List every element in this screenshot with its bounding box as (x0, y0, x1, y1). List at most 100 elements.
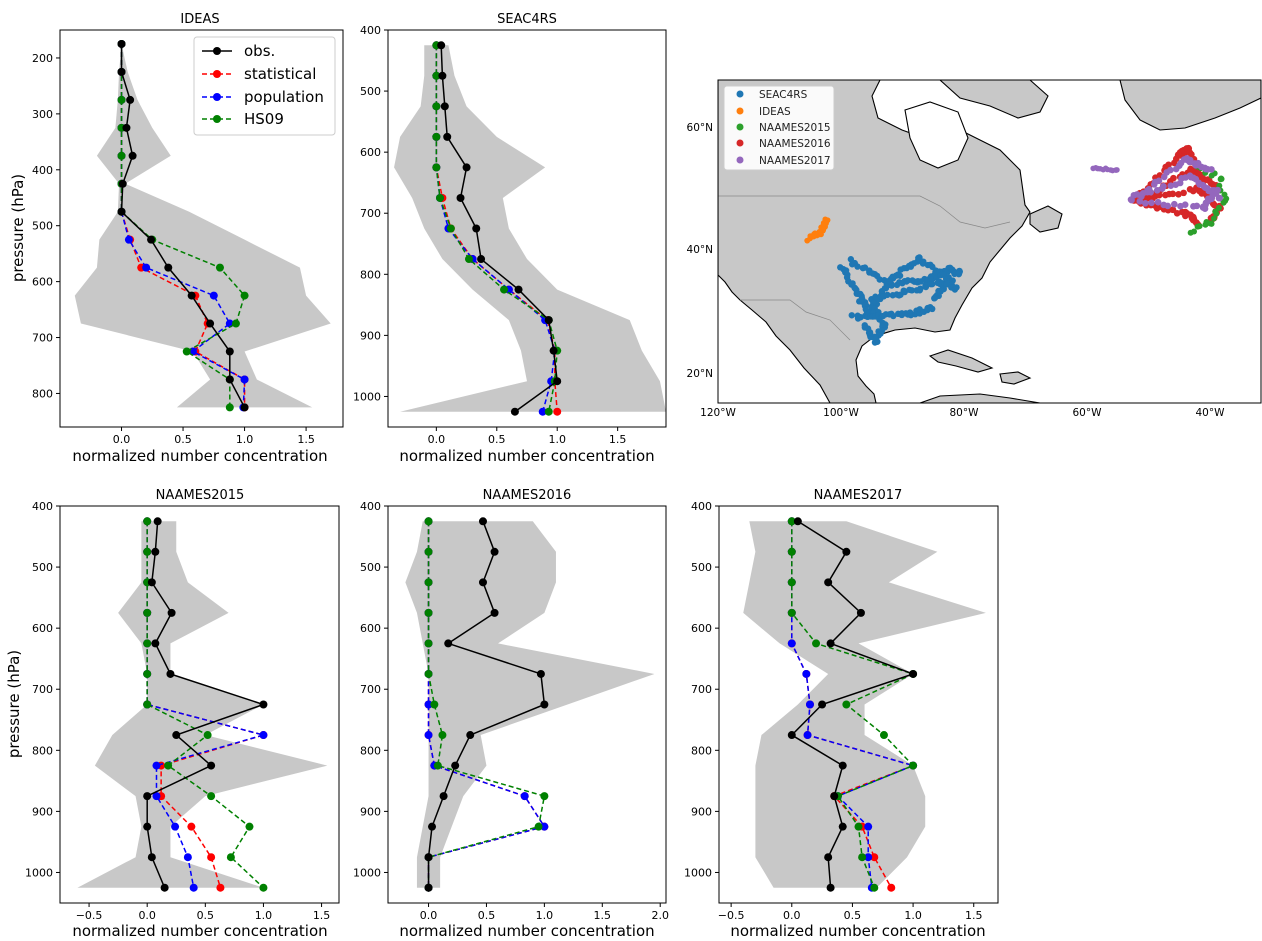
flight-tracks (804, 144, 1230, 346)
x-tick-label: 0.0 (428, 433, 446, 446)
track-point-naames2017 (1208, 166, 1215, 173)
y-tick-label: 800 (32, 387, 53, 400)
y-tick-label: 1000 (353, 866, 381, 879)
map-legend-entry-seac4rs: SEAC4RS (736, 89, 808, 101)
data-point-population (802, 669, 811, 678)
y-axis-label: pressure (hPa) (5, 650, 23, 758)
data-point-obs (160, 883, 169, 892)
map-legend-marker (736, 107, 744, 115)
data-point-obs (225, 347, 234, 356)
data-point-obs (826, 639, 835, 648)
y-tick-label: 500 (691, 561, 712, 574)
y-tick-label: 600 (360, 146, 381, 159)
y-tick-label: 600 (32, 276, 53, 289)
map-legend: SEAC4RS IDEAS NAAMES2015 NAAMES2016 NAAM… (723, 85, 835, 171)
map-legend-marker (736, 90, 744, 98)
x-axis-label: normalized number concentration (399, 922, 654, 940)
data-point-hs09 (432, 163, 441, 172)
track-point-naames2017 (1193, 202, 1201, 210)
track-point-seac4rs (847, 256, 855, 263)
data-point-hs09 (500, 285, 509, 294)
y-tick-label: 700 (360, 683, 381, 696)
map-tick-lon: 40°W (1196, 407, 1226, 419)
hispaniola (999, 371, 1032, 385)
data-point-hs09 (544, 407, 553, 416)
map-legend-entry-naames2017: NAAMES2017 (736, 155, 831, 167)
data-point-obs (240, 403, 249, 412)
map-legend-label: NAAMES2015 (759, 122, 831, 134)
data-point-obs (147, 578, 156, 587)
map-tick-lon: 60°W (1073, 407, 1103, 419)
data-point-hs09 (143, 700, 152, 709)
data-point-obs (462, 163, 471, 172)
data-point-hs09 (164, 761, 173, 770)
data-point-hs09 (787, 608, 796, 617)
data-point-hs09 (879, 731, 888, 740)
track-point-naames2016 (1169, 190, 1177, 198)
data-point-obs (438, 71, 447, 80)
data-point-population (520, 792, 529, 801)
track-point-seac4rs (884, 291, 891, 299)
data-point-population (240, 375, 249, 384)
track-point-naames2017 (1167, 166, 1174, 174)
map-y-ticks: 20°N 40°N 60°N (687, 122, 713, 380)
x-tick-label: 1.5 (594, 909, 612, 922)
panel-title: NAAMES2017 (814, 488, 903, 503)
data-point-statistical (207, 853, 216, 862)
panel-seac4rs: SEAC4RS 0.0 0.5 1.0 1.5 400 500 600 700 800 900 10… (353, 12, 667, 465)
y-tick-label: 800 (691, 744, 712, 757)
track-point-naames2016 (1180, 189, 1187, 197)
data-point-obs (478, 517, 487, 526)
track-point-naames2017 (1145, 185, 1153, 193)
data-point-hs09 (231, 319, 240, 328)
track-point-seac4rs (861, 322, 868, 329)
y-tick-label: 400 (32, 164, 53, 177)
data-point-obs (787, 731, 796, 740)
panel-naames2016: NAAMES2016 0.0 0.5 1.0 1.5 2.0 400 500 600 700 80… (353, 488, 669, 940)
map-legend-marker (736, 139, 744, 147)
data-point-obs (824, 853, 833, 862)
data-point-hs09 (812, 639, 821, 648)
map-x-ticks: 120°W 100°W 80°W 60°W 40°W (700, 407, 1225, 419)
data-point-obs (428, 822, 437, 831)
track-point-seac4rs (931, 295, 938, 302)
track-point-naames2017 (1142, 200, 1149, 207)
track-point-naames2017 (1154, 198, 1162, 206)
data-point-obs (540, 700, 549, 709)
track-point-naames2017 (1171, 200, 1178, 208)
data-point-obs (466, 731, 475, 740)
data-point-population (152, 792, 161, 801)
panel-naames2017: NAAMES2017 −0.5 0.0 0.5 1.0 1.5 400 500 600 700 8… (684, 488, 999, 940)
data-point-hs09 (464, 255, 473, 264)
data-point-obs (451, 761, 460, 770)
us-canada-border (718, 195, 1011, 229)
data-point-obs (553, 377, 562, 386)
data-point-obs (472, 224, 481, 233)
data-point-hs09 (424, 547, 433, 556)
x-tick-label: 1.0 (536, 909, 554, 922)
y-tick-label: 500 (32, 561, 53, 574)
map-legend-label: NAAMES2016 (759, 138, 831, 150)
data-point-hs09 (435, 193, 444, 202)
data-point-hs09 (433, 761, 442, 770)
x-tick-label: 1.0 (255, 909, 273, 922)
y-tick-label: 500 (32, 220, 53, 233)
track-point-naames2017 (1128, 196, 1135, 204)
map-legend-entry-ideas: IDEAS (736, 106, 791, 118)
data-point-obs (444, 639, 453, 648)
data-point-obs (510, 407, 519, 416)
data-point-hs09 (143, 547, 152, 556)
track-point-naames2015 (1202, 221, 1209, 228)
variability-range (77, 521, 328, 888)
data-point-obs (824, 578, 833, 587)
track-point-seac4rs (890, 312, 897, 320)
plot-frame (387, 29, 667, 428)
variability-range (743, 521, 986, 888)
y-tick-label: 400 (32, 500, 53, 513)
y-tick-label: 900 (691, 805, 712, 818)
track-point-seac4rs (863, 307, 871, 315)
legend-label: obs. (244, 42, 275, 60)
data-point-obs (439, 792, 448, 801)
y-tick-label: 600 (691, 622, 712, 635)
track-point-naames2015 (1194, 223, 1201, 230)
